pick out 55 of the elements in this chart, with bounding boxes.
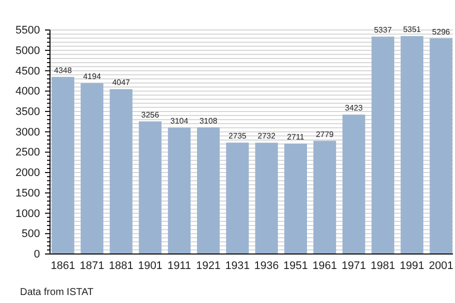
bar <box>52 76 74 254</box>
bar <box>255 142 278 254</box>
x-tick-label: 1881 <box>108 260 134 272</box>
bar <box>226 142 249 254</box>
bar <box>284 144 307 254</box>
y-tick-label: 3000 <box>16 126 40 138</box>
data-label: 5296 <box>432 27 451 36</box>
bar <box>372 36 394 254</box>
data-label: 3104 <box>170 116 189 126</box>
y-tick-label: 2500 <box>16 146 40 159</box>
bar <box>430 38 452 254</box>
bar <box>80 83 104 254</box>
x-tick-label: 1871 <box>80 260 104 272</box>
y-tick-label: 500 <box>22 228 40 240</box>
y-tick-label: 2000 <box>16 167 40 180</box>
y-tick-label: 5000 <box>16 44 40 57</box>
x-tick-label: 1861 <box>50 260 76 272</box>
y-tick-label: 4000 <box>16 86 40 98</box>
data-label: 3423 <box>344 104 364 113</box>
x-tick-label: 1981 <box>370 260 396 272</box>
data-label: 2732 <box>258 132 276 141</box>
data-label: 5337 <box>374 26 392 35</box>
bar <box>110 89 132 254</box>
x-tick-label: 1961 <box>312 260 337 272</box>
data-label: 2735 <box>228 132 247 141</box>
y-tick-label: 1000 <box>16 208 40 220</box>
data-label: 4194 <box>83 72 102 82</box>
data-label: 3256 <box>141 110 160 120</box>
x-tick-label: 1951 <box>283 260 308 272</box>
data-label: 2711 <box>287 132 305 142</box>
data-label: 2779 <box>316 130 334 139</box>
data-label: 5351 <box>403 25 422 34</box>
bar <box>400 36 424 254</box>
bar <box>138 121 162 254</box>
bar <box>342 114 366 254</box>
y-tick-label: 1500 <box>16 187 40 200</box>
x-tick-label: 1921 <box>196 260 221 272</box>
y-tick-label: 3500 <box>16 106 40 118</box>
x-tick-label: 1901 <box>138 260 162 272</box>
y-tick-label: 5500 <box>16 24 40 37</box>
x-tick-label: 1971 <box>342 260 366 272</box>
bar <box>197 127 220 254</box>
y-tick-label: 4500 <box>16 65 40 78</box>
x-tick-label: 1911 <box>167 260 192 272</box>
y-tick-label: 0 <box>34 248 40 261</box>
data-label: 4047 <box>112 78 131 88</box>
text: Data from ISTAT <box>20 287 94 298</box>
x-tick-label: 2001 <box>428 260 454 272</box>
bar <box>168 128 191 254</box>
data-label: 4348 <box>54 66 72 75</box>
x-tick-label: 1991 <box>400 260 424 272</box>
bar <box>313 140 336 254</box>
x-tick-label: 1931 <box>225 260 250 272</box>
data-label: 3108 <box>199 116 218 126</box>
x-tick-label: 1936 <box>254 260 279 272</box>
